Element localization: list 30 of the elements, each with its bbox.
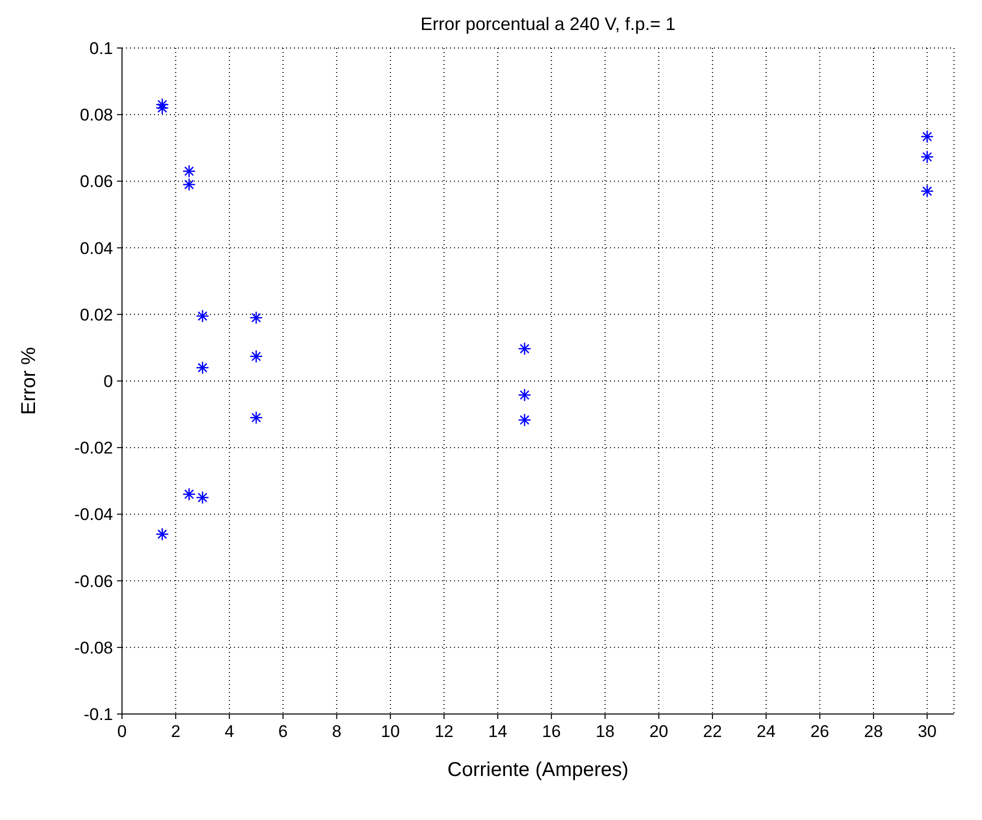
x-tick-label: 2 <box>170 722 180 742</box>
y-tick-label: 0.04 <box>80 238 113 258</box>
x-tick-label: 8 <box>332 722 342 742</box>
x-tick-label: 20 <box>649 722 668 742</box>
x-tick-label: 18 <box>596 722 615 742</box>
x-tick-label: 26 <box>810 722 830 742</box>
x-tick-label: 24 <box>756 722 776 742</box>
x-tick-label: 0 <box>117 722 127 742</box>
x-tick-label: 28 <box>864 722 883 742</box>
y-tick-label: -0.02 <box>74 438 113 458</box>
x-tick-label: 6 <box>278 722 288 742</box>
x-tick-label: 30 <box>918 722 937 742</box>
y-tick-label: -0.04 <box>74 505 113 524</box>
x-tick-label: 4 <box>224 722 234 742</box>
y-axis-title: Error % <box>18 346 40 415</box>
y-tick-label: 0.02 <box>80 305 113 324</box>
x-tick-label: 16 <box>542 722 561 742</box>
y-tick-label: 0.08 <box>80 106 113 125</box>
y-tick-label: 0.06 <box>80 172 113 192</box>
x-axis-title: Corriente (Amperes) <box>447 759 629 781</box>
x-tick-label: 14 <box>488 722 508 742</box>
x-tick-label: 22 <box>702 722 722 742</box>
y-tick-label: 0.1 <box>89 39 113 58</box>
y-tick-label: -0.06 <box>74 572 113 591</box>
x-tick-label: 10 <box>380 722 400 742</box>
y-tick-label: -0.1 <box>84 705 113 724</box>
x-tick-label: 12 <box>434 722 454 742</box>
y-tick-label: -0.08 <box>74 638 113 658</box>
chart-title: Error porcentual a 240 V, f.p.= 1 <box>420 14 676 34</box>
y-tick-label: 0 <box>104 372 113 392</box>
